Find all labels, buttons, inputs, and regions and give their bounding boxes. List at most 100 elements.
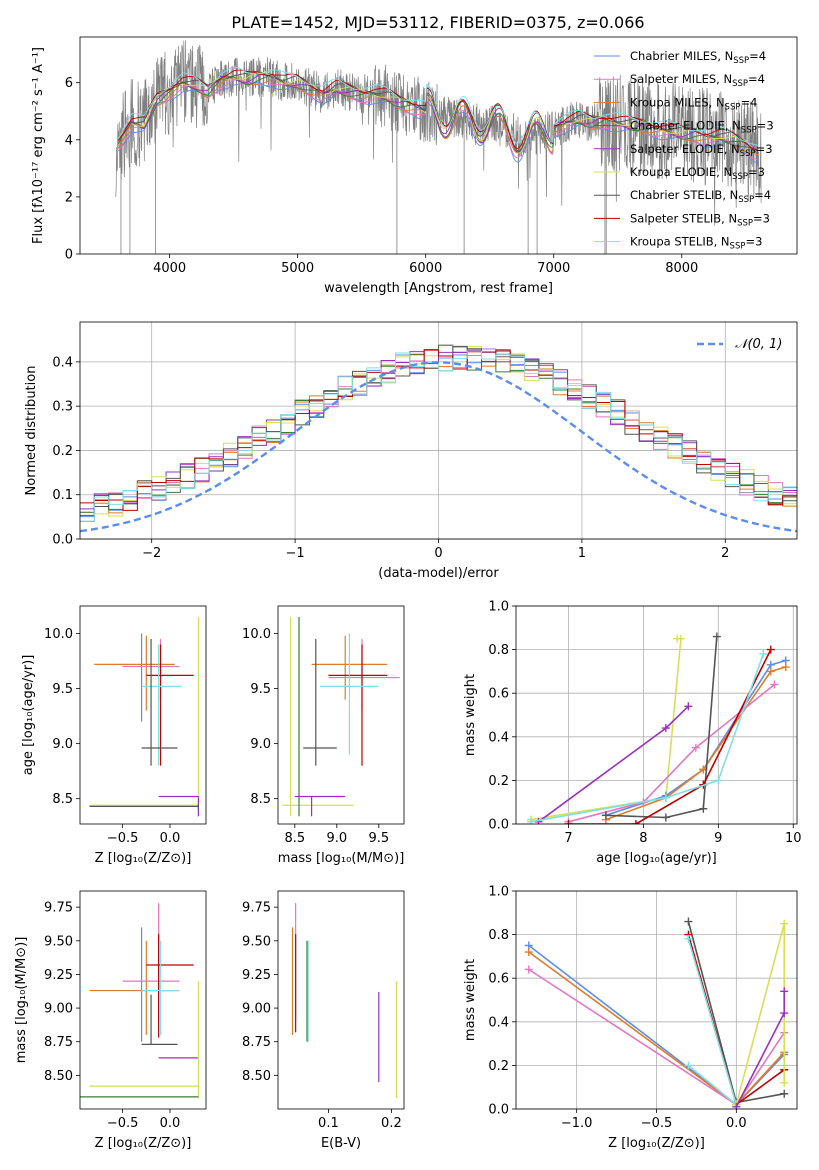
legend-label-main: Chabrier ELODIE, N <box>630 119 741 133</box>
weight-line-salpeter-elodie <box>538 705 689 823</box>
legend-label-eq: =4 <box>754 188 771 202</box>
x-axis-label: E(B-V) <box>321 1136 361 1151</box>
x-tick-label: 0.0 <box>160 1116 181 1131</box>
y-tick-label: 0.4 <box>52 355 73 370</box>
plot-area <box>526 632 790 824</box>
axes-frame <box>277 890 405 1110</box>
mass-vs-Z-panel: −0.5 0.0 8.50 8.75 9.00 9.25 9.50 9.75 Z [log₁₀(… <box>14 890 207 1151</box>
weight-marker <box>691 743 700 752</box>
y-tick-label: 0.0 <box>52 533 73 548</box>
weight-marker <box>712 632 721 641</box>
y-tick-label: 10.0 <box>44 627 73 642</box>
mass-vs-EBV-panel: 0.1 0.2 8.50 8.75 9.00 9.25 9.50 9.75 E(B-V) <box>242 890 405 1151</box>
weight-marker <box>661 724 670 733</box>
y-axis-label: Normed distribution <box>24 366 39 496</box>
weight-line-kroupa-stelib <box>530 653 765 823</box>
x-tick-label: 0 <box>434 546 442 561</box>
weight-marker <box>699 804 708 813</box>
weight-marker <box>524 948 533 957</box>
legend-label-eq: =4 <box>749 49 766 63</box>
x-tick-label: 9.0 <box>326 831 347 846</box>
x-tick-label: 6000 <box>409 261 442 276</box>
y-tick-label: 0.3 <box>52 400 73 415</box>
legend-label-sub: SSP <box>730 242 746 252</box>
x-tick-label: 0.2 <box>381 1116 402 1131</box>
legend-label: Chabrier MILES, NSSP=4 <box>630 49 766 66</box>
weight-marker <box>684 934 693 943</box>
y-axis-label: mass [log₁₀(M/M⊙)] <box>14 937 29 1064</box>
weight-marker <box>673 634 682 643</box>
legend-label-sub: SSP <box>740 149 756 159</box>
legend-label-eq: =3 <box>757 119 774 133</box>
y-tick-label: 10.0 <box>242 627 271 642</box>
y-tick-label: 9.25 <box>44 968 73 983</box>
x-tick-label: 9 <box>714 831 722 846</box>
weight-marker <box>759 649 768 658</box>
x-axis-label: wavelength [Angstrom, rest frame] <box>324 281 553 296</box>
y-tick-label: 8.75 <box>44 1035 73 1050</box>
legend-label: Salpeter ELODIE, NSSP=3 <box>630 142 773 159</box>
y-tick-label: 0.4 <box>488 730 509 745</box>
weight-line-chabrier-stelib <box>605 636 718 819</box>
y-tick-label: 1.0 <box>488 885 509 900</box>
legend-label-eq: =4 <box>748 72 765 86</box>
legend-label: Kroupa ELODIE, NSSP=3 <box>630 165 765 182</box>
x-tick-label: 0.1 <box>318 1116 339 1131</box>
x-axis-label: mass [log₁₀(M/M⊙)] <box>278 851 405 866</box>
plot-area <box>89 617 200 817</box>
weight-marker <box>564 820 573 824</box>
weight-marker <box>524 965 533 974</box>
x-tick-label: −0.5 <box>641 1116 673 1131</box>
y-tick-label: 9.50 <box>242 934 271 949</box>
y-axis-label: Flux [fλ10⁻¹⁷ erg cm⁻² s⁻¹ A⁻¹] <box>31 47 46 244</box>
y-tick-label: 9.0 <box>52 737 73 752</box>
y-tick-label: 9.75 <box>242 901 271 916</box>
y-tick-label: 0.2 <box>488 774 509 789</box>
weight-marker <box>732 1102 741 1109</box>
hist-salpeter-elodie <box>80 348 797 510</box>
y-tick-label: 9.25 <box>242 968 271 983</box>
plot-area <box>524 917 789 1109</box>
spectrum-panel: 4000 5000 6000 7000 8000 0 2 4 6 wavelength [Angs… <box>31 36 798 296</box>
x-tick-label: −1.0 <box>561 1116 593 1131</box>
axes-frame <box>277 605 405 825</box>
y-tick-label: 9.0 <box>250 737 271 752</box>
legend-label-sub: SSP <box>725 102 741 112</box>
weight-marker <box>714 776 723 785</box>
legend-label-eq: =3 <box>745 235 762 249</box>
y-tick-label: 8.5 <box>250 792 271 807</box>
y-tick-label: 0.0 <box>488 818 509 833</box>
legend-label-main: Salpeter STELIB, N <box>630 211 737 225</box>
weight-marker <box>766 667 775 676</box>
axes-frame <box>515 890 798 1110</box>
y-tick-label: 8.75 <box>242 1035 271 1050</box>
y-tick-label: 4 <box>65 133 73 148</box>
weight-line-kroupa-elodie <box>530 637 682 821</box>
x-tick-label: 9.5 <box>368 831 389 846</box>
y-tick-label: 0.4 <box>488 1015 509 1030</box>
x-axis-label: (data-model)/error <box>378 566 499 581</box>
weight-line-kroupa-miles <box>605 666 787 821</box>
x-tick-label: −1 <box>286 546 305 561</box>
legend-label: Salpeter MILES, NSSP=4 <box>630 72 765 89</box>
plot-area <box>282 617 400 817</box>
legend-label-main: Chabrier STELIB, N <box>630 188 738 202</box>
legend-label-eq: =3 <box>753 211 770 225</box>
y-tick-label: 0.8 <box>488 928 509 943</box>
x-tick-label: 1 <box>578 546 586 561</box>
y-tick-label: 9.00 <box>44 1002 73 1017</box>
x-tick-label: 0.0 <box>726 1116 747 1131</box>
x-axis-label: age [log₁₀(age/yr)] <box>596 851 717 866</box>
x-tick-label: 5000 <box>281 261 314 276</box>
x-tick-label: 0.0 <box>160 831 181 846</box>
axes-frame <box>79 36 798 255</box>
legend-label-main: Kroupa ELODIE, N <box>630 165 732 179</box>
weight-marker <box>684 702 693 711</box>
y-tick-label: 0.0 <box>488 1103 509 1118</box>
weight-marker <box>780 1089 789 1098</box>
legend-label-main: Kroupa MILES, N <box>630 95 725 109</box>
x-tick-label: 4000 <box>153 261 186 276</box>
x-tick-label: 8.5 <box>284 831 305 846</box>
model-spectrum-kroupa-stelib <box>118 66 759 146</box>
